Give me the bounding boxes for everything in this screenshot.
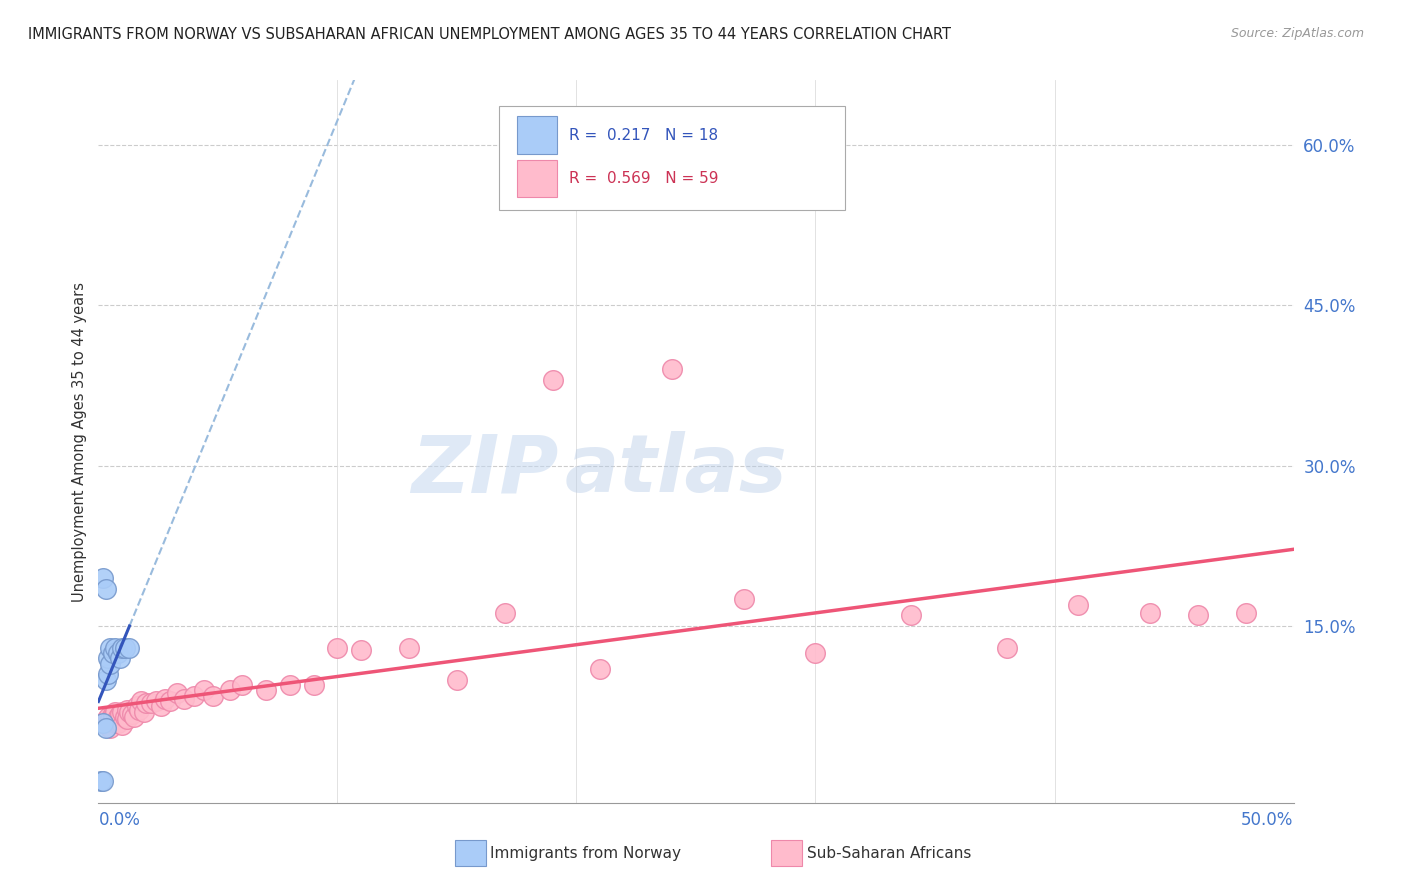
Point [202,689,225,703]
Text: Source: ZipAtlas.com: Source: ZipAtlas.com [1230,27,1364,40]
Point [94,673,117,687]
FancyBboxPatch shape [517,117,557,154]
Point [661,362,683,376]
Point [104,705,127,719]
Point [995,640,1018,655]
Point [118,640,141,655]
Point [115,712,138,726]
Point [98,721,122,735]
Point [125,699,148,714]
Text: IMMIGRANTS FROM NORWAY VS SUBSAHARAN AFRICAN UNEMPLOYMENT AMONG AGES 35 TO 44 YE: IMMIGRANTS FROM NORWAY VS SUBSAHARAN AFR… [28,27,950,42]
Point [183,689,205,703]
Point [118,705,141,719]
Point [326,640,349,655]
Point [94,715,117,730]
Point [278,678,301,692]
Point [104,640,127,655]
Text: Sub-Saharan Africans: Sub-Saharan Africans [807,846,972,861]
FancyBboxPatch shape [517,160,557,197]
Point [804,646,827,660]
Text: 50.0%: 50.0% [1241,812,1294,830]
Point [111,717,134,731]
Point [91,715,114,730]
Point [97,667,120,681]
Point [128,703,150,717]
Point [101,646,124,660]
Point [159,694,181,708]
Point [1067,598,1090,612]
Point [97,717,120,731]
FancyBboxPatch shape [772,840,803,866]
Point [733,592,755,607]
Point [254,683,277,698]
Point [139,696,162,710]
Point [91,571,114,585]
Point [107,715,129,730]
Point [98,712,122,726]
Point [149,699,172,714]
Point [115,703,138,717]
Point [90,774,112,789]
Point [98,657,122,671]
Point [97,710,120,724]
Point [900,608,922,623]
Point [166,685,188,699]
Point [98,640,122,655]
Point [94,582,117,596]
Point [104,715,127,730]
Point [494,607,516,621]
Point [1234,607,1257,621]
Point [107,710,129,724]
Point [132,705,155,719]
Point [302,678,325,692]
Point [446,673,468,687]
Point [231,678,253,692]
Point [350,642,373,657]
Point [398,640,420,655]
Point [145,694,167,708]
Text: ZIP: ZIP [411,432,558,509]
Point [121,706,143,721]
Text: Immigrants from Norway: Immigrants from Norway [491,846,682,861]
Point [101,710,124,724]
Point [97,651,120,665]
Text: atlas: atlas [565,432,787,509]
Text: 0.0%: 0.0% [98,812,141,830]
Point [1139,607,1161,621]
Point [114,640,136,655]
Point [98,715,122,730]
Point [155,692,177,706]
Text: R =  0.217   N = 18: R = 0.217 N = 18 [569,128,718,143]
FancyBboxPatch shape [454,840,485,866]
Point [219,683,242,698]
Point [108,706,131,721]
Point [131,694,153,708]
Text: R =  0.569   N = 59: R = 0.569 N = 59 [569,171,718,186]
Point [91,774,114,789]
Point [108,651,131,665]
Point [94,714,117,728]
FancyBboxPatch shape [499,105,845,211]
Point [94,721,117,735]
Point [107,646,129,660]
Point [111,705,134,719]
Point [124,710,146,724]
Point [111,640,134,655]
Point [101,706,124,721]
Point [589,662,612,676]
Point [173,692,195,706]
Y-axis label: Unemployment Among Ages 35 to 44 years: Unemployment Among Ages 35 to 44 years [72,282,87,601]
Point [1187,608,1209,623]
Point [91,715,114,730]
Point [193,683,215,698]
Point [114,710,136,724]
Point [135,696,157,710]
Point [541,373,564,387]
